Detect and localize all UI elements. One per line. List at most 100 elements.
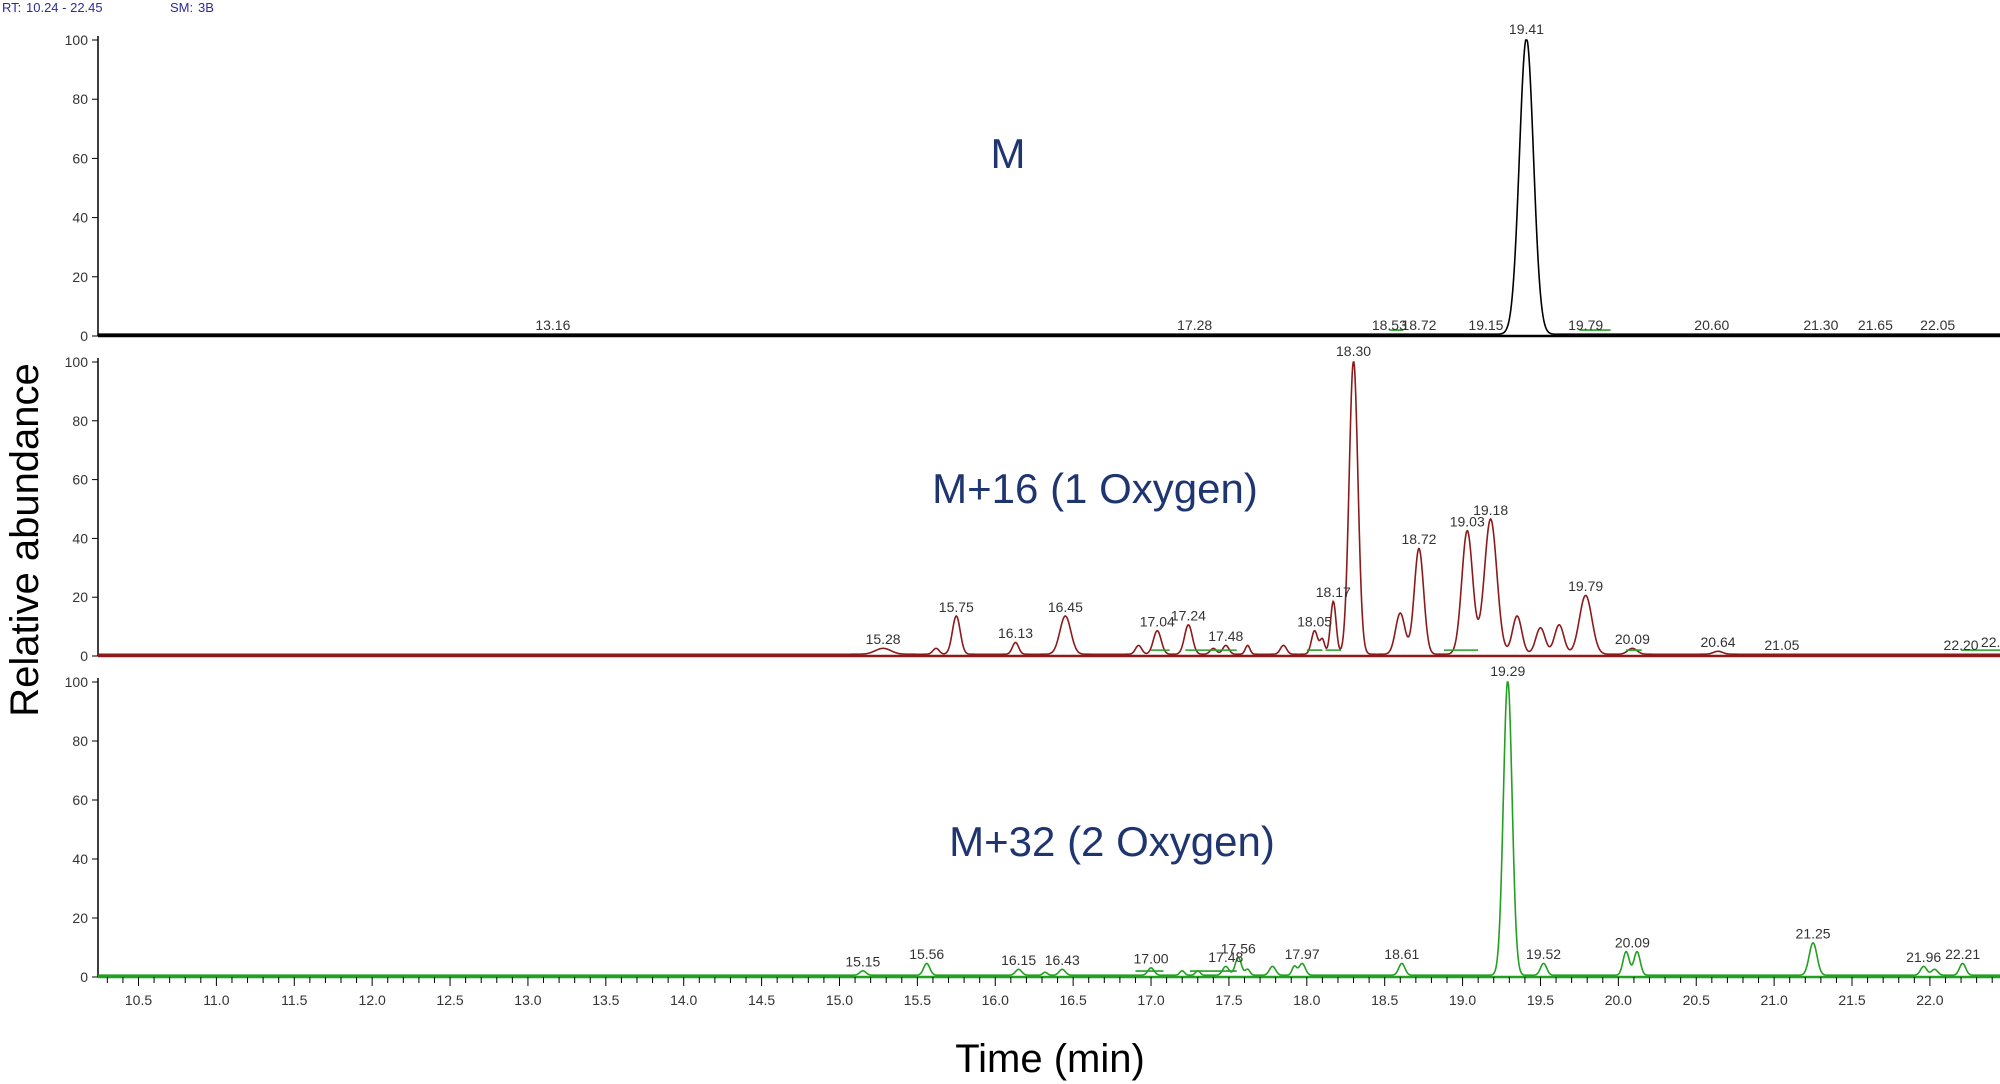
trace-m-32 — [98, 681, 2000, 977]
peak-label: 19.41 — [1509, 21, 1544, 37]
y-tick-label: 0 — [80, 648, 88, 664]
peak-label: 21.65 — [1858, 317, 1893, 333]
x-tick-label: 20.0 — [1605, 992, 1632, 1008]
time-axis: 10.5 11.0 11.5 12.0 12.5 13.0 13.5 14.0 14.5 15.0… — [106, 977, 1993, 1008]
peak-label: 18.05 — [1297, 613, 1332, 629]
trace-m — [98, 39, 2000, 336]
x-tick-label: 12.5 — [436, 992, 463, 1008]
panel-m-16: 02040608010015.2815.7516.1316.4517.0417.… — [65, 343, 2000, 664]
peak-label: 15.15 — [845, 954, 880, 970]
peak-label: 22.20 — [1944, 637, 1979, 653]
peak-label: 17.97 — [1285, 946, 1320, 962]
x-tick-label: 11.0 — [203, 992, 229, 1008]
y-tick-label: 80 — [72, 413, 88, 429]
peak-label: 13.16 — [535, 317, 570, 333]
peak-label: 19.79 — [1568, 317, 1603, 333]
panel-title: M+32 (2 Oxygen) — [949, 818, 1275, 865]
x-tick-label: 11.5 — [281, 992, 307, 1008]
peak-label: 20.60 — [1694, 317, 1729, 333]
peak-label: 19.79 — [1568, 578, 1603, 594]
x-tick-label: 19.5 — [1527, 992, 1554, 1008]
panel-m-32: 0 20 40 60 80 100 15.15 15.56 16.15 16.43 17.00 17.… — [65, 663, 2000, 985]
sm-label: SM: — [170, 0, 193, 15]
y-tick-label: 40 — [72, 210, 88, 226]
run-header: RT: 10.24 - 22.45 SM: 3B — [2, 0, 214, 15]
y-tick-label: 60 — [72, 472, 88, 488]
peak-label: 18.53 — [1372, 317, 1407, 333]
peak-label: 16.43 — [1045, 952, 1080, 968]
x-tick-label: 18.5 — [1371, 992, 1398, 1008]
sm-value: 3B — [198, 0, 214, 15]
peak-label: 20.09 — [1615, 934, 1650, 950]
x-tick-label: 13.0 — [514, 992, 541, 1008]
x-tick-label: 18.0 — [1293, 992, 1320, 1008]
y-tick-label: 100 — [65, 674, 89, 690]
peak-label: 22.44 — [1981, 634, 2000, 650]
panel-title: M — [991, 130, 1026, 177]
x-tick-label: 21.5 — [1838, 992, 1865, 1008]
peak-label: 17.48 — [1208, 628, 1243, 644]
x-tick-label: 20.5 — [1683, 992, 1710, 1008]
y-tick-label: 20 — [72, 910, 88, 926]
peak-label: 20.09 — [1615, 631, 1650, 647]
y-tick-label: 60 — [72, 792, 88, 808]
y-tick-label: 60 — [72, 150, 88, 166]
peak-label: 17.28 — [1177, 317, 1212, 333]
x-tick-label: 12.0 — [359, 992, 386, 1008]
y-tick-label: 40 — [72, 851, 88, 867]
x-tick-label: 16.0 — [982, 992, 1009, 1008]
peak-label: 19.15 — [1468, 317, 1503, 333]
x-tick-label: 15.5 — [904, 992, 931, 1008]
peak-label: 18.72 — [1401, 317, 1436, 333]
peak-label: 15.75 — [939, 599, 974, 615]
y-tick-label: 0 — [80, 969, 88, 985]
rt-label: RT: — [2, 0, 21, 15]
x-tick-label: 19.0 — [1449, 992, 1476, 1008]
peak-label: 18.72 — [1401, 531, 1436, 547]
y-tick-label: 0 — [80, 328, 88, 344]
y-tick-label: 40 — [72, 530, 88, 546]
trace-m-16 — [98, 361, 2000, 656]
x-tick-label: 17.5 — [1215, 992, 1242, 1008]
y-tick-label: 80 — [72, 733, 88, 749]
peak-label: 16.45 — [1048, 599, 1083, 615]
peak-label: 18.17 — [1316, 584, 1351, 600]
x-tick-label: 15.0 — [826, 992, 853, 1008]
peak-label: 19.52 — [1526, 946, 1561, 962]
peak-label: 16.15 — [1001, 952, 1036, 968]
x-tick-label: 13.5 — [592, 992, 619, 1008]
peak-label: 21.05 — [1764, 637, 1799, 653]
x-tick-label: 14.0 — [670, 992, 697, 1008]
peak-label: 19.18 — [1473, 502, 1508, 518]
peak-label: 17.00 — [1134, 951, 1169, 967]
rt-range: 10.24 - 22.45 — [26, 0, 103, 15]
peak-label: 20.64 — [1701, 634, 1736, 650]
y-tick-label: 20 — [72, 589, 88, 605]
peak-label: 15.56 — [909, 946, 944, 962]
x-tick-label: 10.5 — [125, 992, 152, 1008]
y-axis-title: Relative abundance — [3, 363, 47, 717]
x-axis-title: Time (min) — [955, 1037, 1145, 1081]
x-tick-label: 21.0 — [1761, 992, 1788, 1008]
peak-label: 22.05 — [1920, 317, 1955, 333]
peak-label: 15.28 — [866, 631, 901, 647]
peak-label: 18.30 — [1336, 343, 1371, 359]
peak-label: 19.29 — [1490, 663, 1525, 679]
panel-title: M+16 (1 Oxygen) — [932, 465, 1258, 512]
peak-label: 21.25 — [1796, 926, 1831, 942]
peak-label: 21.30 — [1803, 317, 1838, 333]
peak-label: 16.13 — [998, 625, 1033, 641]
y-tick-label: 20 — [72, 269, 88, 285]
x-tick-label: 14.5 — [748, 992, 775, 1008]
peak-label: 17.24 — [1171, 608, 1206, 624]
x-tick-label: 22.0 — [1916, 992, 1943, 1008]
x-tick-label: 17.0 — [1137, 992, 1164, 1008]
y-tick-label: 100 — [65, 354, 89, 370]
peak-label: 17.56 — [1221, 940, 1256, 956]
peak-label: 17.48 — [1208, 949, 1243, 965]
peak-label: 17.04 — [1140, 613, 1175, 629]
peak-label: 18.61 — [1384, 946, 1419, 962]
